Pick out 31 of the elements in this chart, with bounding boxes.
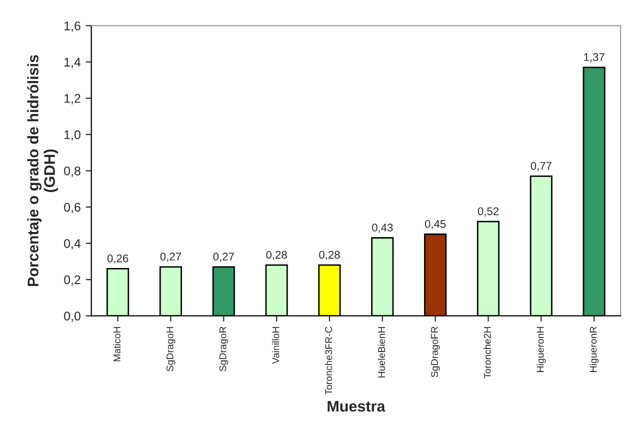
data-label: 1,37 <box>584 53 604 62</box>
x-tick-label: VainilloH <box>272 327 280 364</box>
x-tick-label: SgDragoR <box>219 326 228 372</box>
y-tick-label: 0,2 <box>64 275 80 286</box>
data-label: 0,27 <box>213 252 234 262</box>
y-tick-label: 1,4 <box>64 58 81 68</box>
y-axis-title: Porcentaje o grado de hidrólisis (GDH) <box>27 55 58 286</box>
x-tick-label: HueleBienH <box>378 327 386 378</box>
data-label: 0,52 <box>478 207 499 217</box>
x-tick-label: Toronche3FR-C <box>324 326 332 395</box>
data-label: 0,26 <box>107 254 128 264</box>
data-label: 0,28 <box>319 250 340 260</box>
data-label: 0,77 <box>530 162 552 172</box>
x-tick-label: SgDragoFR <box>431 326 440 378</box>
y-tick-label: 1,0 <box>64 130 80 141</box>
x-tick-label: SgDragoH <box>166 327 176 372</box>
x-tick-label: HigueronH <box>536 327 546 372</box>
y-tick-label: 0,4 <box>64 239 81 250</box>
x-tick-label: Toronche2H <box>484 327 491 378</box>
y-tick-label: 0,6 <box>64 202 80 214</box>
x-tick-label: HigueronR <box>590 326 599 372</box>
data-label: 0,45 <box>424 220 446 230</box>
x-axis-title: Muestra <box>328 401 386 412</box>
x-tick-label: MaticoH <box>113 327 120 362</box>
data-label: 0,43 <box>372 224 393 233</box>
data-label: 0,28 <box>266 250 287 260</box>
y-tick-label: 0,0 <box>64 312 80 322</box>
data-label: 0,27 <box>160 252 181 262</box>
y-tick-label: 0,8 <box>64 166 80 177</box>
y-tick-label: 1,2 <box>64 94 80 104</box>
y-tick-label: 1,6 <box>64 21 80 32</box>
